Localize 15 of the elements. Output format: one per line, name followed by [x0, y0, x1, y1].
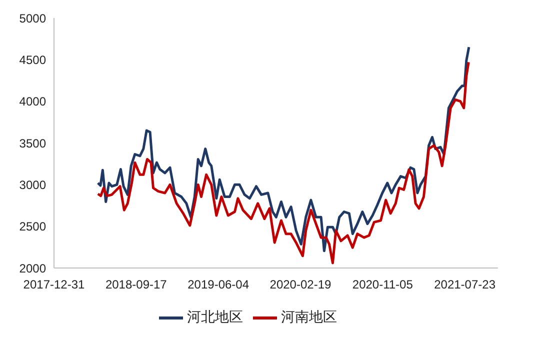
x-tick-label: 2018-09-17 [105, 278, 168, 292]
y-tick-label: 4500 [19, 52, 46, 67]
y-tick-label: 3500 [19, 136, 46, 150]
x-tick-label: 2017-12-31 [23, 278, 86, 292]
legend-label: 河北地区 [187, 308, 243, 325]
x-tick-label: 2021-07-23 [434, 278, 496, 292]
y-tick-label: 3000 [19, 178, 46, 192]
x-tick-label: 2019-06-04 [188, 278, 250, 292]
legend-label: 河南地区 [281, 308, 337, 325]
x-tick-label: 2020-11-05 [352, 278, 414, 292]
y-tick-label: 5000 [19, 11, 46, 26]
y-tick-label: 2500 [19, 220, 46, 234]
y-tick-label: 4000 [19, 94, 46, 109]
x-tick-label: 2020-02-19 [270, 278, 332, 292]
y-tick-label: 2000 [19, 261, 46, 276]
